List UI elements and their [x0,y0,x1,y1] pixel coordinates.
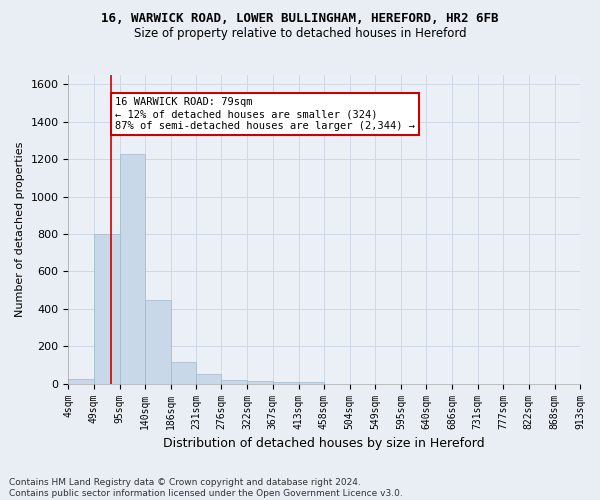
Bar [273,382,299,384]
Bar [196,374,221,384]
Bar [171,362,196,384]
Bar [68,379,94,384]
X-axis label: Distribution of detached houses by size in Hereford: Distribution of detached houses by size … [163,437,485,450]
Text: 16, WARWICK ROAD, LOWER BULLINGHAM, HEREFORD, HR2 6FB: 16, WARWICK ROAD, LOWER BULLINGHAM, HERE… [101,12,499,26]
Bar [221,380,247,384]
Bar [247,381,273,384]
Bar [299,382,324,384]
Bar [145,300,171,384]
Bar [119,154,145,384]
Y-axis label: Number of detached properties: Number of detached properties [15,142,25,317]
Text: Size of property relative to detached houses in Hereford: Size of property relative to detached ho… [134,28,466,40]
Bar [94,234,119,384]
Text: 16 WARWICK ROAD: 79sqm
← 12% of detached houses are smaller (324)
87% of semi-de: 16 WARWICK ROAD: 79sqm ← 12% of detached… [115,98,415,130]
Text: Contains HM Land Registry data © Crown copyright and database right 2024.
Contai: Contains HM Land Registry data © Crown c… [9,478,403,498]
